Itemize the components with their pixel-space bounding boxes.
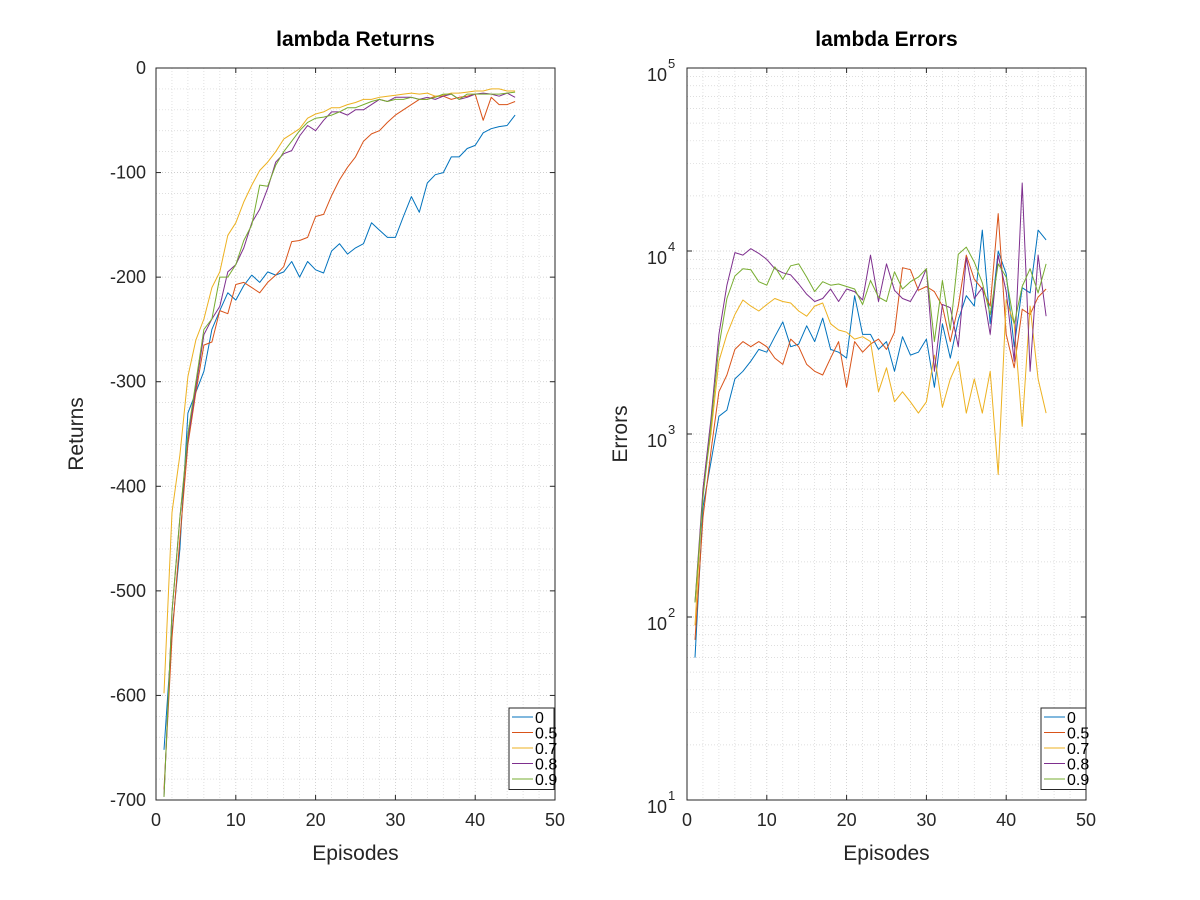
legend-entry: 0	[535, 710, 544, 727]
x-tick-label: 10	[226, 810, 246, 830]
y-axis-label: Errors	[609, 405, 632, 462]
x-tick-label: 0	[151, 810, 161, 830]
y-tick-label: -700	[110, 790, 146, 810]
x-tick-label: 30	[916, 810, 936, 830]
y-axis-label: Returns	[65, 397, 88, 471]
legend-box	[1040, 707, 1087, 790]
y-tick-label-exponent: 4	[668, 239, 675, 254]
y-tick-label: -500	[110, 581, 146, 601]
series-line-0-9	[694, 246, 1047, 603]
x-tick-label: 40	[996, 810, 1016, 830]
legend-entry: 0.5	[1067, 726, 1089, 743]
y-tick-label-base: 10	[647, 614, 667, 634]
y-tick-label-base: 10	[647, 248, 667, 268]
legend-box	[508, 707, 555, 790]
series-line-0-8	[694, 182, 1047, 603]
y-tick-label: -200	[110, 267, 146, 287]
legend-entry: 0.7	[535, 741, 557, 758]
y-tick-label-exponent: 2	[668, 605, 675, 620]
y-tick-label: -600	[110, 685, 146, 705]
axes-frame	[155, 67, 556, 801]
y-tick-label-exponent: 3	[668, 422, 675, 437]
series-line-0-7	[694, 298, 1047, 626]
legend-entry: 0.8	[535, 757, 557, 774]
x-tick-label: 20	[837, 810, 857, 830]
y-tick-label-base: 10	[647, 431, 667, 451]
chart-title: lambda Errors	[815, 28, 957, 51]
x-tick-label: 40	[465, 810, 485, 830]
y-tick-label-exponent: 5	[668, 56, 675, 71]
legend-entry: 0.5	[535, 726, 557, 743]
y-tick-label: -300	[110, 372, 146, 392]
series-line-0-9	[163, 91, 516, 797]
series-line-0-7	[163, 88, 516, 694]
plot-area	[156, 68, 555, 800]
returns-chart-panel: 0 10 20 30 40 50 0 -100 -200 -300 -400 -500 -600 -700…	[65, 28, 565, 865]
legend-entry: 0	[1067, 710, 1076, 727]
legend-entry: 0.9	[535, 772, 557, 789]
x-tick-label: 10	[757, 810, 777, 830]
y-tick-label: 0	[136, 58, 146, 78]
x-tick-label: 0	[682, 810, 692, 830]
legend-entry: 0.8	[1067, 757, 1089, 774]
series-line-0	[163, 114, 516, 750]
chart-title: lambda Returns	[276, 28, 435, 51]
x-tick-label: 30	[385, 810, 405, 830]
series-line-0	[694, 229, 1047, 658]
x-axis-label: Episodes	[312, 842, 398, 865]
legend: 00.50.70.80.9	[1040, 707, 1089, 790]
x-tick-label: 50	[1076, 810, 1096, 830]
x-tick-label: 50	[545, 810, 565, 830]
legend: 00.50.70.80.9	[508, 707, 557, 790]
legend-entry: 0.9	[1067, 772, 1089, 789]
legend-entry: 0.7	[1067, 741, 1089, 758]
x-axis-label: Episodes	[843, 842, 929, 865]
y-tick-label-base: 10	[647, 797, 667, 817]
y-tick-label-exponent: 1	[668, 788, 675, 803]
y-tick-label: -400	[110, 476, 146, 496]
y-tick-label-base: 10	[647, 65, 667, 85]
x-tick-label: 20	[306, 810, 326, 830]
y-tick-label: -100	[110, 163, 146, 183]
